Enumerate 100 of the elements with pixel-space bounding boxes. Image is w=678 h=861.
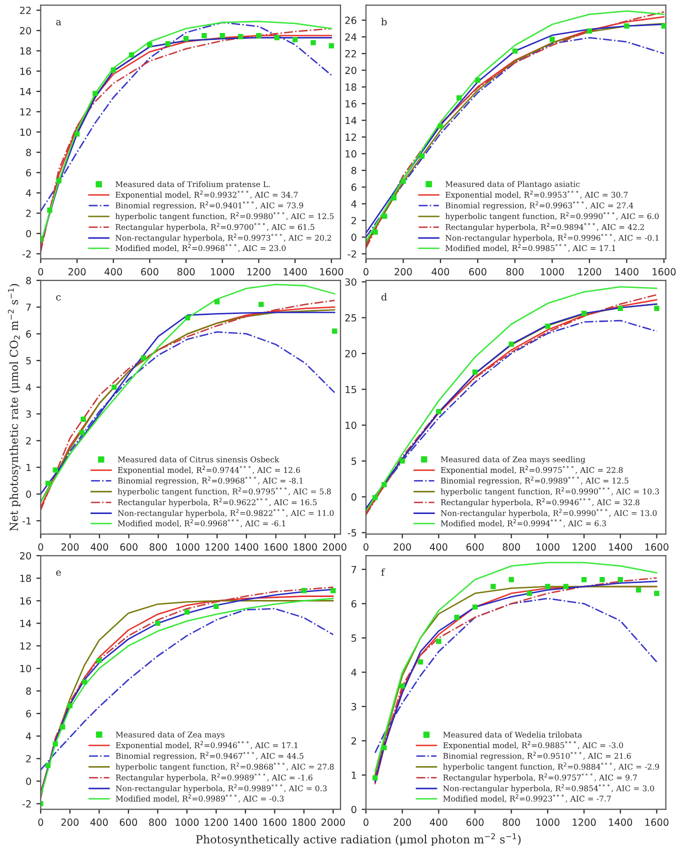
x-tick-label: 1200	[247, 268, 270, 276]
point	[400, 683, 405, 689]
x-tick-label: 600	[466, 543, 484, 551]
point	[328, 43, 334, 48]
point	[508, 577, 514, 582]
point	[332, 328, 338, 334]
x-tick-label: 0	[38, 268, 44, 276]
point	[214, 604, 219, 609]
point	[382, 745, 387, 750]
y-tick-label: 2	[351, 737, 356, 744]
x-tick-label: 1000	[540, 268, 564, 276]
y-tick-label: 22	[345, 50, 356, 58]
x-tick-label: 1400	[609, 543, 632, 551]
point	[438, 124, 444, 129]
point	[400, 178, 406, 184]
y-tick-label: 6	[26, 330, 32, 338]
point	[624, 23, 630, 29]
point	[79, 430, 84, 436]
x-tick-label: 200	[394, 268, 412, 276]
x-tick-label: 800	[506, 268, 524, 276]
point	[618, 577, 623, 582]
x-tick-label: 1600	[320, 268, 344, 276]
x-tick-label: 1800	[292, 818, 316, 826]
y-tick-label: 3	[352, 702, 356, 710]
y-tick-label: 0	[351, 234, 356, 241]
y-tick-label: 8	[26, 687, 31, 695]
x-tick-label: 1200	[578, 268, 602, 276]
x-tick-label: 400	[432, 268, 450, 276]
point	[60, 724, 66, 730]
point	[475, 78, 480, 83]
x-tick-label: 1000	[536, 818, 560, 826]
annotation: f	[381, 568, 386, 576]
point	[214, 299, 220, 304]
point	[581, 577, 587, 582]
point	[563, 584, 568, 590]
y-tick-label: 2	[351, 216, 356, 224]
y-tick-label: 25	[345, 314, 356, 322]
point	[47, 208, 52, 213]
x-tick-label: 1600	[652, 268, 676, 276]
x-tick-label: 1600	[264, 543, 288, 551]
y-tick-label: 24	[345, 33, 356, 41]
y-tick-label: 14	[346, 116, 356, 124]
y-tick-label: 4	[26, 189, 32, 197]
x-tick-label: 1000	[176, 818, 199, 826]
y-tick-label: 22	[20, 6, 31, 14]
point	[112, 384, 117, 390]
x-tick-label: 0	[38, 818, 44, 826]
x-tick-label: 800	[150, 543, 167, 551]
point	[185, 315, 190, 320]
y-tick-label: 0	[26, 778, 32, 785]
y-tick-label: 4	[26, 732, 32, 740]
x-tick-label: 0	[364, 818, 368, 826]
x-tick-label: 600	[120, 543, 138, 551]
y-tick-label: 8	[351, 166, 356, 174]
point	[391, 195, 397, 201]
point	[45, 480, 51, 486]
point	[600, 577, 605, 582]
x-tick-label: 1400	[234, 818, 258, 826]
point	[372, 494, 378, 500]
point	[618, 306, 623, 311]
point	[80, 416, 86, 422]
y-tick-label: 14	[20, 620, 32, 627]
x-tick-label: 1600	[263, 818, 286, 826]
point	[56, 178, 62, 184]
x-tick-label: 2000	[322, 818, 345, 826]
y-tick-label: -5	[348, 529, 356, 536]
point	[545, 584, 550, 590]
y-tick-label: 0	[26, 230, 32, 238]
point	[581, 310, 587, 316]
y-tick-label: 6	[351, 600, 356, 608]
y-tick-label: 18	[346, 83, 356, 91]
y-tick-label: -2	[348, 250, 356, 258]
y-tick-label: 2	[26, 755, 31, 762]
y-tick-label: 10	[346, 422, 356, 429]
point	[92, 90, 98, 96]
x-tick-label: 400	[90, 543, 108, 551]
point	[436, 638, 442, 644]
x-tick-label: 1200	[572, 818, 596, 826]
x-tick-label: 200	[394, 543, 411, 551]
point	[382, 482, 387, 488]
annotation: e	[56, 570, 61, 576]
point	[654, 590, 660, 596]
x-tick-label: 1400	[235, 543, 258, 551]
point	[418, 659, 424, 665]
point	[472, 370, 478, 375]
x-tick-label: 0	[364, 543, 368, 551]
y-axis-title: Net photosynthetic rate (μmol CO$_{2}$ m$^{−2}$ s$^{−1}$)	[8, 284, 20, 531]
y-tick-label: 16	[20, 597, 32, 605]
y-tick-label: 5	[352, 458, 356, 465]
y-tick-label: 2	[26, 437, 31, 444]
y-tick-label: 7	[352, 566, 356, 574]
x-tick-label: 800	[502, 818, 520, 826]
y-tick-label: 7	[26, 304, 31, 311]
point	[508, 342, 514, 347]
point	[654, 306, 660, 311]
y-tick-label: 4	[351, 200, 356, 208]
y-tick-label: 8	[26, 276, 31, 284]
point	[52, 467, 58, 473]
point	[636, 587, 642, 593]
x-tick-label: 600	[141, 268, 158, 276]
